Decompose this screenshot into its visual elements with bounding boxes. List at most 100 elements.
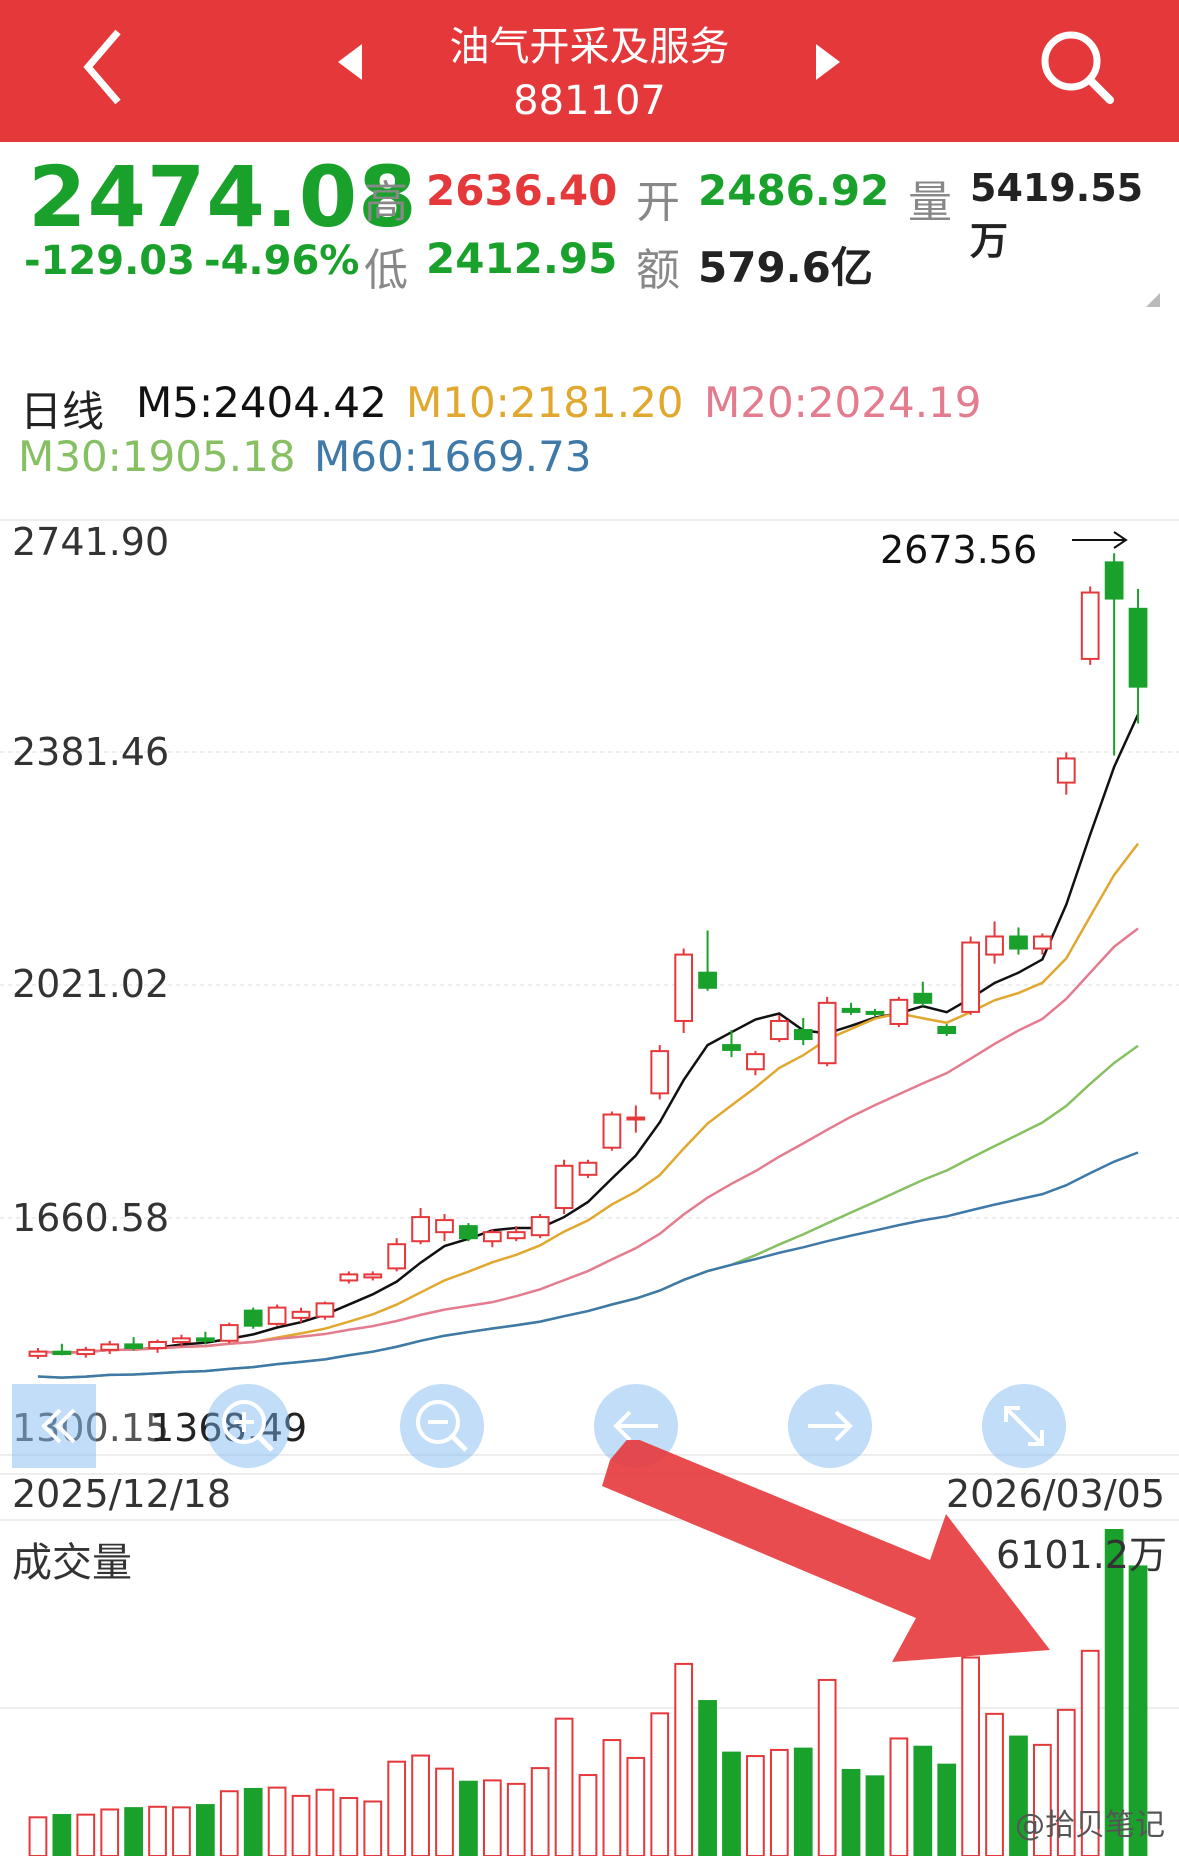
- ma30-value: M30:1905.18: [18, 432, 296, 481]
- candle-body: [817, 1001, 837, 1065]
- candle-body: [1056, 757, 1076, 784]
- open-value: 2486.92: [698, 166, 890, 215]
- back-chevron-left-icon[interactable]: [78, 22, 128, 112]
- candle-body: [482, 1231, 502, 1243]
- volume-bar: [626, 1756, 646, 1856]
- volume-bar: [291, 1794, 311, 1856]
- ma30-line: [37, 1044, 1139, 1379]
- date-start: 2025/12/18: [12, 1472, 232, 1516]
- volume-bar: [650, 1712, 670, 1856]
- volume-bar: [698, 1700, 717, 1856]
- search-icon[interactable]: [1038, 28, 1118, 108]
- volume-bar: [937, 1763, 957, 1856]
- y-label-min: 1300.15: [12, 1406, 170, 1450]
- page-title: 油气开采及服务: [449, 24, 730, 70]
- volume-max-label: 6101.2万: [996, 1533, 1167, 1577]
- volume-bar: [363, 1800, 383, 1856]
- ma5-value: M5:2404.42: [136, 378, 387, 427]
- candle-body: [506, 1231, 526, 1240]
- collapse-left-icon[interactable]: [12, 1384, 96, 1468]
- candle-body: [578, 1161, 598, 1176]
- zoom-in-icon[interactable]: [206, 1384, 290, 1468]
- ma60-line: [37, 1151, 1139, 1379]
- ma-period[interactable]: 日线: [20, 387, 105, 436]
- candle-body: [985, 935, 1004, 956]
- ma10-line: [37, 842, 1140, 1355]
- candle-body: [52, 1350, 72, 1356]
- y-label-4: 1660.58: [12, 1196, 170, 1240]
- high-marker-arrow-icon: [1072, 531, 1128, 549]
- price-change: -129.03: [24, 238, 195, 284]
- candle-body: [148, 1340, 167, 1350]
- candle-body: [722, 1044, 741, 1051]
- volume-bar: [315, 1788, 335, 1856]
- date-end: 2026/03/05: [946, 1472, 1166, 1516]
- candle-body: [530, 1216, 550, 1237]
- candle-body: [913, 992, 933, 1004]
- arrow-right-icon[interactable]: [788, 1384, 872, 1468]
- candle-body: [793, 1029, 813, 1041]
- volume-bar: [28, 1816, 48, 1856]
- amount-label: 额: [636, 245, 680, 296]
- zoom-out-icon[interactable]: [400, 1384, 484, 1468]
- ma10-value: M10:2181.20: [406, 378, 684, 427]
- prev-stock-triangle-left-icon[interactable]: [336, 42, 366, 82]
- volume-bar: [148, 1805, 167, 1856]
- volume-bar: [793, 1747, 813, 1856]
- ma60-value: M60:1669.73: [314, 432, 592, 481]
- high-marker: 2673.56: [880, 528, 1038, 572]
- high-value: 2636.40: [426, 166, 618, 215]
- candle-body: [1033, 935, 1052, 950]
- candle-body: [267, 1306, 287, 1325]
- candle-body: [363, 1273, 383, 1279]
- volume-bar: [746, 1755, 765, 1856]
- volume-bar: [817, 1678, 837, 1856]
- volume-bar: [506, 1782, 526, 1856]
- candle-body: [769, 1019, 789, 1041]
- candle-body: [411, 1216, 430, 1243]
- candle-body: [435, 1219, 454, 1234]
- candle-body: [339, 1273, 359, 1282]
- open-label: 开: [636, 177, 680, 228]
- ma20-line: [37, 927, 1139, 1355]
- candle-body: [650, 1050, 670, 1095]
- candle-body: [172, 1337, 191, 1343]
- candle-body: [219, 1324, 239, 1342]
- candle-body: [865, 1010, 885, 1015]
- ma20-value: M20:2024.19: [704, 378, 982, 427]
- current-price: 2474.08: [28, 148, 418, 246]
- volume-bar: [841, 1768, 861, 1856]
- candle-body: [1128, 607, 1148, 688]
- volume-bar: [100, 1808, 120, 1856]
- expand-icon[interactable]: [982, 1384, 1066, 1468]
- candle-body: [937, 1025, 957, 1035]
- volume-bar: [722, 1751, 741, 1856]
- volume-bar: [482, 1779, 502, 1856]
- volume-label: 量: [908, 177, 952, 228]
- candle-body: [698, 971, 717, 989]
- candle-body: [195, 1337, 215, 1342]
- annotation-arrow-icon: [602, 1440, 1050, 1662]
- expand-corner-icon[interactable]: [1146, 292, 1160, 307]
- volume-bar: [124, 1807, 143, 1856]
- candle-body: [841, 1007, 861, 1013]
- stock-code: 881107: [513, 78, 666, 124]
- candle-body: [1104, 561, 1124, 600]
- candle-body: [459, 1225, 478, 1240]
- watermark: @拾贝笔记: [1015, 1808, 1165, 1843]
- volume-bar: [52, 1814, 72, 1856]
- next-stock-triangle-right-icon[interactable]: [812, 42, 842, 82]
- candle-body: [28, 1350, 48, 1357]
- volume-bar: [267, 1786, 287, 1856]
- volume-bar: [769, 1748, 789, 1856]
- candle-body: [1009, 935, 1028, 950]
- volume-value: 5419.55万: [970, 166, 1144, 263]
- candle-body: [100, 1343, 120, 1351]
- candle-body: [1080, 591, 1100, 660]
- volume-bar: [913, 1745, 933, 1856]
- volume-bar: [387, 1760, 407, 1856]
- header-bar: 油气开采及服务 881107: [0, 0, 1179, 142]
- candle-body: [961, 941, 981, 1013]
- candle-body: [602, 1113, 622, 1149]
- candle-body: [626, 1116, 646, 1121]
